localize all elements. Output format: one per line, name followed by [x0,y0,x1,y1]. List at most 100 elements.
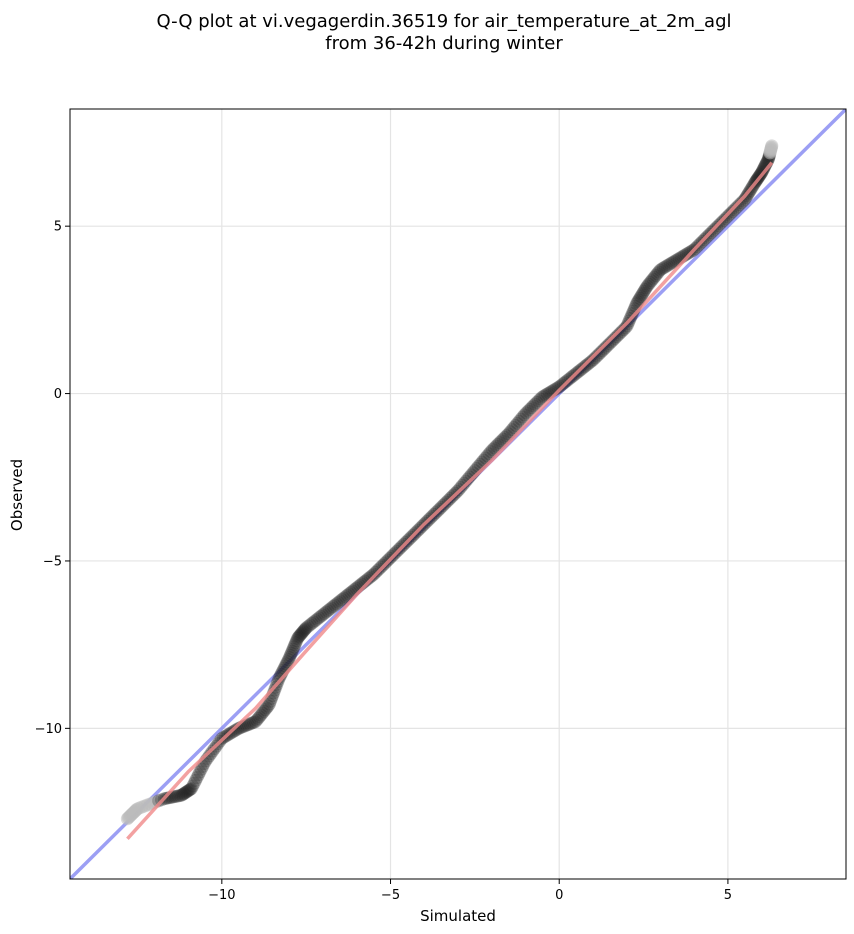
data-point [339,590,353,604]
data-point [263,694,277,708]
data-point [503,425,517,439]
data-point [310,612,324,626]
data-point [260,701,274,715]
data-point [660,259,674,273]
data-point [362,571,376,585]
data-point [251,711,265,725]
data-point [516,410,530,424]
data-point [642,277,656,291]
data-point [652,265,666,279]
data-point [333,594,347,608]
data-point [640,279,654,293]
data-point [585,354,599,368]
data-point [193,765,207,779]
data-point [245,716,259,730]
data-point [636,286,650,300]
data-point [533,392,547,406]
data-point [553,379,567,393]
x-axis-label: Simulated [420,907,496,925]
data-point [539,388,553,402]
data-point [288,638,302,652]
data-point [191,768,205,782]
data-point [231,722,245,736]
data-point [340,588,354,602]
data-point [615,324,629,338]
data-point [303,618,317,632]
data-point [292,629,306,643]
data-point [301,619,315,633]
data-point [525,401,539,415]
chart-title: Q-Q plot at vi.vegagerdin.36519 for air_… [157,11,732,32]
data-point [757,161,771,175]
data-point [365,569,379,583]
data-point [633,291,647,305]
data-point [496,432,510,446]
data-point [291,630,305,644]
data-point [312,611,326,625]
data-point [280,655,294,669]
data-point [319,605,333,619]
data-point [602,337,616,351]
data-point [172,789,186,803]
data-point [189,773,203,787]
data-point [482,447,496,461]
data-point [287,640,301,654]
data-point [243,717,257,731]
data-point [229,723,243,737]
x-tick-label: 0 [555,888,563,903]
data-point [643,276,657,290]
data-point [601,338,615,352]
data-point [530,395,544,409]
data-point [645,274,659,288]
data-point [532,394,546,408]
data-point [323,602,337,616]
data-point [599,340,613,354]
data-point [665,256,679,270]
data-point [289,636,303,650]
data-point [526,399,540,413]
data-point [583,355,597,369]
data-point [177,787,191,801]
data-point [284,646,298,660]
data-point [180,784,194,798]
data-point [738,192,752,206]
x-tick-label: −5 [381,888,400,903]
data-point [491,437,505,451]
data-point [638,283,652,297]
data-point [295,626,309,640]
data-point [679,247,693,261]
data-point [308,614,322,628]
data-point [330,597,344,611]
data-point [606,333,620,347]
data-point [500,429,514,443]
data-point [480,449,494,463]
data-point [649,268,663,282]
data-point [514,412,528,426]
data-point [756,163,770,177]
data-point [655,262,669,276]
data-point [620,319,634,333]
data-point [484,445,498,459]
data-point [604,335,618,349]
data-point [455,478,469,492]
data-point [175,788,189,802]
data-point [168,790,182,804]
data-point [307,615,321,629]
data-point [273,670,287,684]
x-tick-label: −10 [208,888,235,903]
data-point [290,632,304,646]
data-point [521,404,535,418]
data-point [498,430,512,444]
data-point [285,644,299,658]
data-point [494,434,508,448]
data-point [637,284,651,298]
data-point [187,776,201,790]
data-point [179,785,193,799]
data-point [298,623,312,637]
data-point [590,349,604,363]
data-point [321,604,335,618]
data-point [253,710,267,724]
data-point [314,609,328,623]
data-point [608,331,622,345]
